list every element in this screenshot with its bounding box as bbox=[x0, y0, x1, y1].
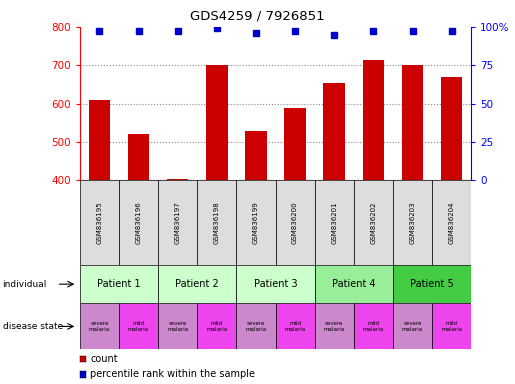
Bar bbox=[236, 265, 315, 303]
Bar bbox=[80, 303, 119, 349]
Bar bbox=[80, 265, 158, 303]
Text: Patient 4: Patient 4 bbox=[332, 279, 375, 289]
Text: GSM836201: GSM836201 bbox=[331, 201, 337, 244]
Bar bbox=[323, 83, 345, 180]
Bar bbox=[167, 179, 188, 180]
Bar bbox=[363, 60, 384, 180]
Text: Patient 3: Patient 3 bbox=[254, 279, 297, 289]
Bar bbox=[89, 100, 110, 180]
Text: Patient 1: Patient 1 bbox=[97, 279, 141, 289]
Bar bbox=[354, 180, 393, 265]
Text: GSM836202: GSM836202 bbox=[370, 202, 376, 244]
Text: disease state: disease state bbox=[3, 322, 63, 331]
Bar bbox=[393, 265, 471, 303]
Text: severe
malaria: severe malaria bbox=[167, 321, 188, 332]
Bar bbox=[236, 180, 276, 265]
Bar bbox=[206, 65, 228, 180]
Bar bbox=[284, 108, 306, 180]
Text: Patient 2: Patient 2 bbox=[176, 279, 219, 289]
Text: count: count bbox=[90, 354, 118, 364]
Bar bbox=[432, 303, 471, 349]
Bar bbox=[197, 303, 236, 349]
Text: GDS4259 / 7926851: GDS4259 / 7926851 bbox=[190, 10, 325, 23]
Bar bbox=[354, 303, 393, 349]
Bar bbox=[158, 180, 197, 265]
Bar bbox=[158, 303, 197, 349]
Text: GSM836203: GSM836203 bbox=[409, 201, 416, 244]
Text: mild
malaria: mild malaria bbox=[206, 321, 228, 332]
Text: mild
malaria: mild malaria bbox=[284, 321, 306, 332]
Text: severe
malaria: severe malaria bbox=[323, 321, 345, 332]
Text: severe
malaria: severe malaria bbox=[245, 321, 267, 332]
Bar bbox=[236, 303, 276, 349]
Bar bbox=[441, 77, 462, 180]
Bar bbox=[119, 303, 158, 349]
Bar bbox=[315, 180, 354, 265]
Bar bbox=[128, 134, 149, 180]
Text: GSM836200: GSM836200 bbox=[292, 201, 298, 244]
Bar bbox=[197, 180, 236, 265]
Text: mild
malaria: mild malaria bbox=[128, 321, 149, 332]
Text: GSM836196: GSM836196 bbox=[135, 201, 142, 244]
Bar bbox=[158, 265, 236, 303]
Bar bbox=[276, 180, 315, 265]
Bar bbox=[393, 180, 432, 265]
Text: severe
malaria: severe malaria bbox=[402, 321, 423, 332]
Text: GSM836198: GSM836198 bbox=[214, 201, 220, 244]
Text: GSM836199: GSM836199 bbox=[253, 201, 259, 244]
Text: GSM836197: GSM836197 bbox=[175, 201, 181, 244]
Bar bbox=[432, 180, 471, 265]
Text: GSM836195: GSM836195 bbox=[96, 201, 102, 244]
Text: severe
malaria: severe malaria bbox=[89, 321, 110, 332]
Bar bbox=[276, 303, 315, 349]
Text: Patient 5: Patient 5 bbox=[410, 279, 454, 289]
Bar bbox=[393, 303, 432, 349]
Text: individual: individual bbox=[3, 280, 47, 289]
Text: mild
malaria: mild malaria bbox=[441, 321, 462, 332]
Bar bbox=[315, 265, 393, 303]
Text: mild
malaria: mild malaria bbox=[363, 321, 384, 332]
Bar bbox=[402, 65, 423, 180]
Text: percentile rank within the sample: percentile rank within the sample bbox=[90, 369, 255, 379]
Bar bbox=[80, 180, 119, 265]
Bar bbox=[119, 180, 158, 265]
Text: GSM836204: GSM836204 bbox=[449, 202, 455, 244]
Bar bbox=[315, 303, 354, 349]
Bar bbox=[245, 131, 267, 180]
